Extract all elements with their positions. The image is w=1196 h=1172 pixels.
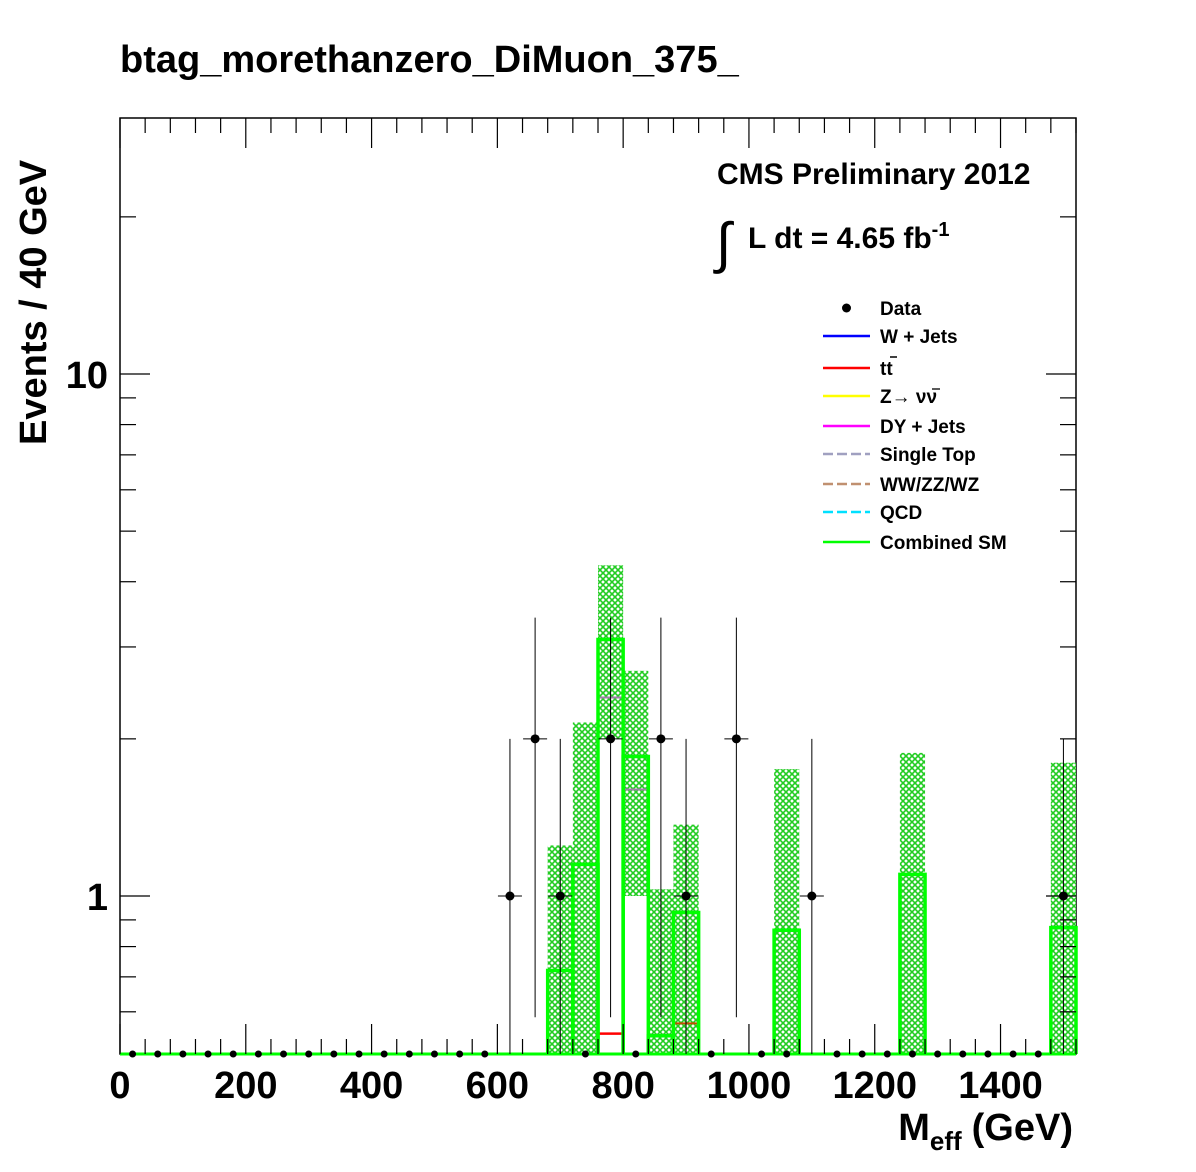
data-point-zero (229, 1050, 237, 1058)
tick-labels: 0 200 400 600 800 1000 1200 1400 1 10 (66, 355, 1043, 1107)
combined-sm-bin (772, 928, 802, 1054)
chart-title: btag_morethanzero_DiMuon_375_ (120, 39, 740, 81)
data-point-zero (154, 1050, 162, 1058)
data-point-zero (355, 1050, 363, 1058)
x-tick-label: 200 (214, 1065, 277, 1107)
legend-entry-w-jets-label: W + Jets (880, 327, 958, 348)
data-point-zero (254, 1050, 262, 1058)
x-tick-label: 400 (340, 1065, 403, 1107)
data-point-zero (908, 1050, 916, 1058)
data-point-zero (405, 1050, 413, 1058)
legend-entry-data-label: Data (880, 299, 922, 320)
y-tick-label: 1 (87, 877, 108, 919)
legend-entry-z-label: Z→ νν (880, 387, 937, 408)
legend-entry-dy-jets-label: DY + Jets (880, 417, 966, 438)
x-tick-label: 1400 (958, 1065, 1043, 1107)
ttbar-bin (596, 1032, 625, 1054)
y-axis-label: Events / 40 GeV (13, 159, 55, 445)
data-point-zero (129, 1050, 137, 1058)
data-point-zero (783, 1050, 791, 1058)
data-point-zero (430, 1050, 438, 1058)
integral-sign: ∫ (713, 211, 734, 274)
data-point-zero (883, 1050, 891, 1058)
x-axis-label-main: M (898, 1107, 930, 1149)
data-point-zero (758, 1050, 766, 1058)
stacked-histograms (120, 637, 1078, 1056)
x-tick-label: 800 (591, 1065, 654, 1107)
data-point-zero (481, 1050, 489, 1058)
legend-entry-qcd-label: QCD (880, 503, 922, 524)
x-tick-label: 1200 (832, 1065, 917, 1107)
data-point-zero (833, 1050, 841, 1058)
legend-entry-combined-sm-label: Combined SM (880, 533, 1007, 554)
data-point-zero (959, 1050, 967, 1058)
data-point (606, 734, 616, 744)
data-point-zero (984, 1050, 992, 1058)
legend-entry-data-marker (842, 303, 851, 313)
legend-entry-tt-label: tt (880, 359, 893, 380)
x-axis-label-sub: eff (930, 1126, 962, 1156)
data-point-zero (204, 1050, 212, 1058)
y-tick-label: 10 (66, 355, 108, 397)
cms-annotation: CMS Preliminary 2012 (717, 158, 1031, 191)
data-point-zero (1034, 1050, 1042, 1058)
data-point-zero (632, 1050, 640, 1058)
x-tick-label: 600 (466, 1065, 529, 1107)
data-point (530, 734, 540, 744)
lumi-text: L dt = 4.65 fb (748, 222, 932, 255)
data-point-zero (380, 1050, 388, 1058)
data-point-zero (707, 1050, 715, 1058)
data-point (505, 891, 515, 901)
data-point-zero (858, 1050, 866, 1058)
legend: Data W + Jets tt Z→ νν DY + Jets Single Top WW… (823, 299, 1007, 554)
x-tick-label: 0 (109, 1065, 130, 1107)
x-tick-label: 1000 (707, 1065, 792, 1107)
uncertainty-band (623, 670, 649, 896)
combined-sm-bin (898, 872, 927, 1054)
data-points (129, 617, 1076, 1058)
axis-ticks (119, 118, 1077, 1054)
combined-sm-bin (621, 754, 651, 1054)
uncertainty-band (899, 752, 926, 1054)
data-point (555, 891, 565, 901)
lumi-exponent: -1 (932, 219, 950, 241)
legend-entry-ww-zz-wz-label: WW/ZZ/WZ (880, 475, 980, 496)
x-axis-label-unit: (GeV) (972, 1107, 1073, 1149)
lumi-annotation: L dt = 4.65 fb-1 (748, 219, 949, 255)
data-point (807, 891, 817, 901)
data-point-zero (280, 1050, 288, 1058)
data-point (656, 734, 666, 744)
data-point-zero (1009, 1050, 1017, 1058)
data-point-zero (179, 1050, 187, 1058)
data-point-zero (330, 1050, 338, 1058)
data-point-zero (305, 1050, 313, 1058)
uncertainty-band (774, 769, 800, 1054)
data-point-zero (934, 1050, 942, 1058)
data-point-zero (456, 1050, 464, 1058)
data-point (731, 734, 741, 744)
x-axis-label: Meff (GeV) (898, 1107, 1073, 1156)
data-point (681, 891, 691, 901)
uncertainty-band (572, 722, 598, 1054)
data-point-zero (581, 1050, 589, 1058)
legend-entry-single-top-label: Single Top (880, 445, 976, 466)
